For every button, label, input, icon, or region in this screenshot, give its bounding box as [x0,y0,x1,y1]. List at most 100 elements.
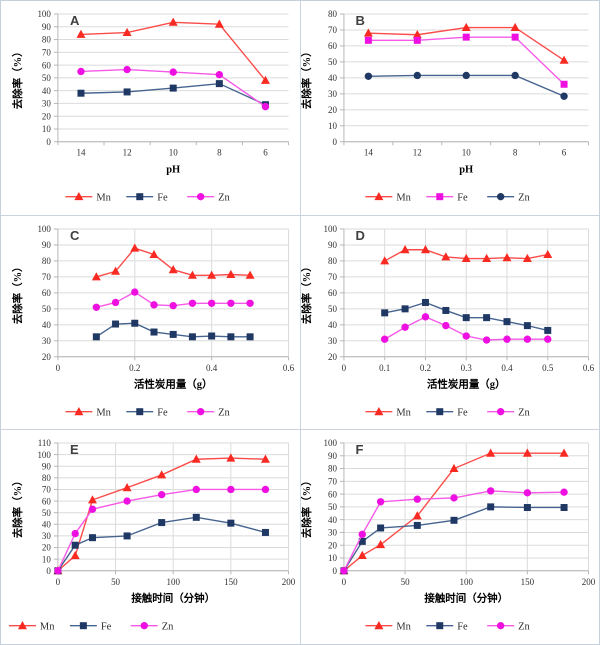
series-fe-marker [169,84,177,92]
y-tick-label: 40 [327,515,336,525]
x-tick-label: 0.1 [379,362,390,372]
legend-label-mn: Mn [396,407,411,418]
series-zn-marker [188,299,197,307]
x-axis-title: 接触时间（分钟） [131,592,215,605]
legend-label-mn: Mn [40,622,55,633]
y-tick-label: 20 [327,541,336,551]
y-tick-label: 70 [42,272,51,282]
series-zn-marker [192,486,200,494]
series-fe-marker [560,80,568,88]
y-tick-label: 60 [42,60,51,70]
legend-label-zn: Zn [518,192,530,203]
series-zn-marker [421,312,429,321]
y-tick-label: 60 [42,497,51,507]
y-tick-label: 0 [332,137,337,147]
y-tick-label: 50 [42,508,51,518]
series-mn-marker [260,454,270,464]
legend-mn-marker [373,406,383,415]
y-tick-label: 110 [38,439,52,449]
chart-panel-b: B 0 10 20 30 40 50 60 70 80 14 12 10 8 6 去除率（%） pH Mn Fe Z… [300,1,599,215]
series-mn-marker [168,264,178,273]
y-tick-label: 60 [327,288,336,298]
series-zn-marker [543,335,551,343]
series-fe-marker [486,503,494,511]
y-axis-title: 去除率（%） [11,46,24,109]
x-tick-label: 0.5 [542,362,554,372]
legend-fe-marker [435,193,443,201]
series-zn-marker [123,65,131,74]
series-zn-marker [523,489,531,497]
x-tick-label: 200 [581,577,595,587]
series-mn-marker [559,55,569,64]
x-tick-label: 8 [512,148,517,158]
x-tick-label: 12 [123,148,132,158]
chart-panel-a: A 0 10 20 30 40 50 60 70 80 90 100 14 12 10 8 6 去除率（%） pH… [1,1,300,215]
x-tick-label: 0 [341,362,346,372]
series-zn-marker [523,335,531,343]
y-axis-title: 去除率（%） [301,261,313,324]
series-zn-line [57,489,266,572]
series-mn-marker [559,448,569,458]
series-fe-marker [92,332,100,340]
y-tick-label: 80 [327,9,336,19]
series-fe-marker [192,514,200,522]
series-mn-marker [76,29,86,38]
series-zn-marker [227,486,235,494]
legend-label-mn: Mn [396,192,411,203]
y-axis-title: 去除率（%） [11,261,24,324]
series-zn-marker [246,299,254,307]
series-mn-marker [420,244,430,253]
legend-fe-marker [435,622,443,630]
series-fe-marker [150,328,158,336]
x-axis-title: 接触时间（分钟） [424,592,508,605]
series-zn-marker [502,335,511,343]
series-mn-marker [522,448,532,458]
series-mn-marker [485,448,495,458]
chart-svg: 0 10 20 30 40 50 60 70 80 90 100 14 12 10 8 6 去除率（%） pH Mn… [11,9,290,203]
series-zn-marker [150,300,158,309]
series-fe-marker [462,313,470,321]
series-fe-marker [261,529,269,537]
legend-label-fe: Fe [157,407,168,418]
y-tick-label: 100 [37,224,51,234]
y-tick-label: 10 [327,554,336,564]
x-tick-label: 100 [459,577,473,587]
x-tick-label: 0.6 [283,362,295,372]
x-tick-label: 200 [282,577,296,587]
series-zn-marker [207,299,216,307]
series-fe-marker [77,89,85,97]
y-tick-label: 100 [323,439,337,449]
series-fe-marker [421,298,429,306]
series-mn-marker [111,266,121,275]
series-mn-marker [70,551,80,560]
legend-fe-marker [435,407,443,415]
series-zn-marker [449,494,458,502]
x-tick-label: 0.4 [206,362,218,372]
legend-zn-marker [196,407,205,416]
series-fe-marker [511,33,519,41]
series-mn-marker [449,464,458,473]
series-zn-marker [88,505,97,514]
series-mn-marker [501,252,511,261]
series-fe-marker [449,517,457,525]
y-tick-label: 30 [42,336,51,346]
series-zn-marker [486,487,494,495]
x-tick-label: 12 [412,148,421,158]
x-axis-title: 活性炭用量（g） [426,377,505,390]
x-tick-label: 6 [561,148,566,158]
legend-mn-marker [74,406,84,415]
series-fe-marker [71,542,79,550]
y-tick-label: 30 [42,99,51,109]
series-fe-marker [502,317,510,325]
legend-mn-marker [74,191,84,201]
series-zn-marker [376,498,384,506]
y-tick-label: 50 [327,57,336,67]
series-mn-marker [363,28,373,37]
x-tick-label: 150 [224,577,238,587]
panel-letter-c: C [70,227,80,243]
x-tick-label: 0 [341,577,346,587]
y-tick-label: 80 [42,35,51,45]
series-zn-marker [364,72,372,80]
series-fe-marker [413,36,421,44]
y-tick-label: 70 [327,25,336,35]
